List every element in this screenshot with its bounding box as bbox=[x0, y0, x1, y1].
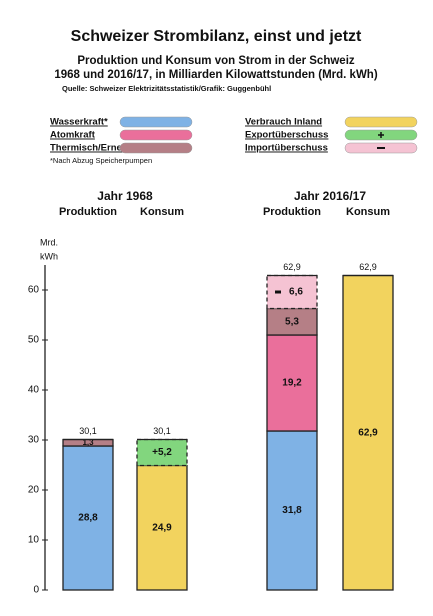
legend-label: Importüberschuss bbox=[245, 143, 328, 154]
x-tick-label: Konsum bbox=[346, 206, 390, 218]
legend-swatch bbox=[119, 142, 193, 154]
y-tick-label: 60 bbox=[28, 285, 40, 296]
group-label: Jahr 2016/17 bbox=[294, 189, 366, 203]
bar-segment bbox=[62, 445, 114, 591]
footnote: *Nach Abzug Speicherpumpen bbox=[50, 156, 152, 165]
subtitle: Produktion und Konsum von Strom in der S… bbox=[77, 55, 355, 67]
y-label: Mrd. bbox=[40, 237, 58, 247]
bar-segment bbox=[136, 464, 188, 591]
legend-label: Thermisch/Erneuerbar bbox=[50, 143, 152, 154]
x-tick-label: Konsum bbox=[140, 206, 184, 218]
data-label: 5,3 bbox=[285, 316, 299, 327]
legend-swatch bbox=[119, 116, 193, 128]
chart-title: Schweizer Strombilanz, einst und jetzt bbox=[71, 28, 362, 45]
data-label: 19,2 bbox=[282, 378, 302, 389]
source: Quelle: Schweizer Elektrizitätsstatistik… bbox=[62, 84, 271, 93]
data-label: 6,6 bbox=[289, 287, 303, 298]
data-label: 28,8 bbox=[78, 513, 98, 524]
legend-label: Wasserkraft* bbox=[50, 117, 108, 128]
legend-label: Verbrauch Inland bbox=[245, 117, 322, 128]
x-tick-label: Produktion bbox=[59, 206, 117, 218]
y-tick-label: 30 bbox=[28, 435, 40, 446]
bar-segment bbox=[266, 334, 318, 432]
y-label: kWh bbox=[40, 251, 58, 261]
minus-symbol bbox=[275, 290, 281, 294]
legend-swatch bbox=[119, 129, 193, 141]
subtitle: 1968 und 2016/17, in Milliarden Kilowatt… bbox=[54, 69, 378, 81]
data-label: 31,8 bbox=[282, 505, 302, 516]
data-label: 1,3 bbox=[82, 438, 94, 447]
y-tick-label: 50 bbox=[28, 335, 40, 346]
total-label: 30,1 bbox=[79, 426, 97, 436]
bar-segment bbox=[266, 307, 318, 336]
x-tick-label: Produktion bbox=[263, 206, 321, 218]
legend-swatch bbox=[344, 116, 418, 128]
y-tick-label: 40 bbox=[28, 385, 40, 396]
total-label: 30,1 bbox=[153, 426, 171, 436]
data-label: 62,9 bbox=[358, 427, 378, 438]
y-tick-label: 0 bbox=[33, 585, 39, 596]
y-tick-label: 10 bbox=[28, 535, 40, 546]
total-label: 62,9 bbox=[283, 262, 301, 272]
data-label: 24,9 bbox=[152, 522, 172, 533]
legend-label: Exportüberschuss bbox=[245, 130, 328, 141]
total-label: 62,9 bbox=[359, 262, 377, 272]
group-label: Jahr 1968 bbox=[97, 189, 153, 203]
data-label: +5,2 bbox=[152, 447, 172, 458]
y-tick-label: 20 bbox=[28, 485, 40, 496]
legend-label: Atomkraft bbox=[50, 130, 96, 141]
